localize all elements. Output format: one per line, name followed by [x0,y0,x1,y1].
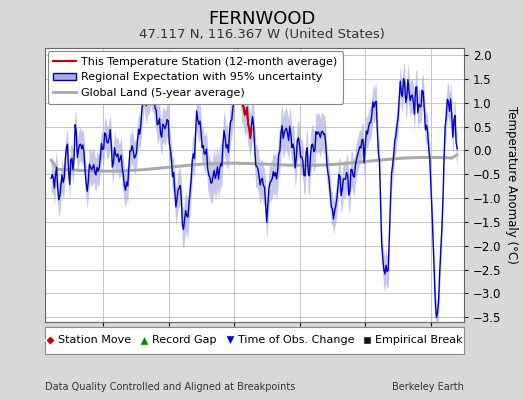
Text: Berkeley Earth: Berkeley Earth [392,382,464,392]
Text: Data Quality Controlled and Aligned at Breakpoints: Data Quality Controlled and Aligned at B… [45,382,295,392]
Text: 47.117 N, 116.367 W (United States): 47.117 N, 116.367 W (United States) [139,28,385,41]
Legend: This Temperature Station (12-month average), Regional Expectation with 95% uncer: This Temperature Station (12-month avera… [48,51,343,104]
Text: FERNWOOD: FERNWOOD [209,10,315,28]
Legend: Station Move, Record Gap, Time of Obs. Change, Empirical Break: Station Move, Record Gap, Time of Obs. C… [43,333,465,348]
Y-axis label: Temperature Anomaly (°C): Temperature Anomaly (°C) [505,106,518,264]
